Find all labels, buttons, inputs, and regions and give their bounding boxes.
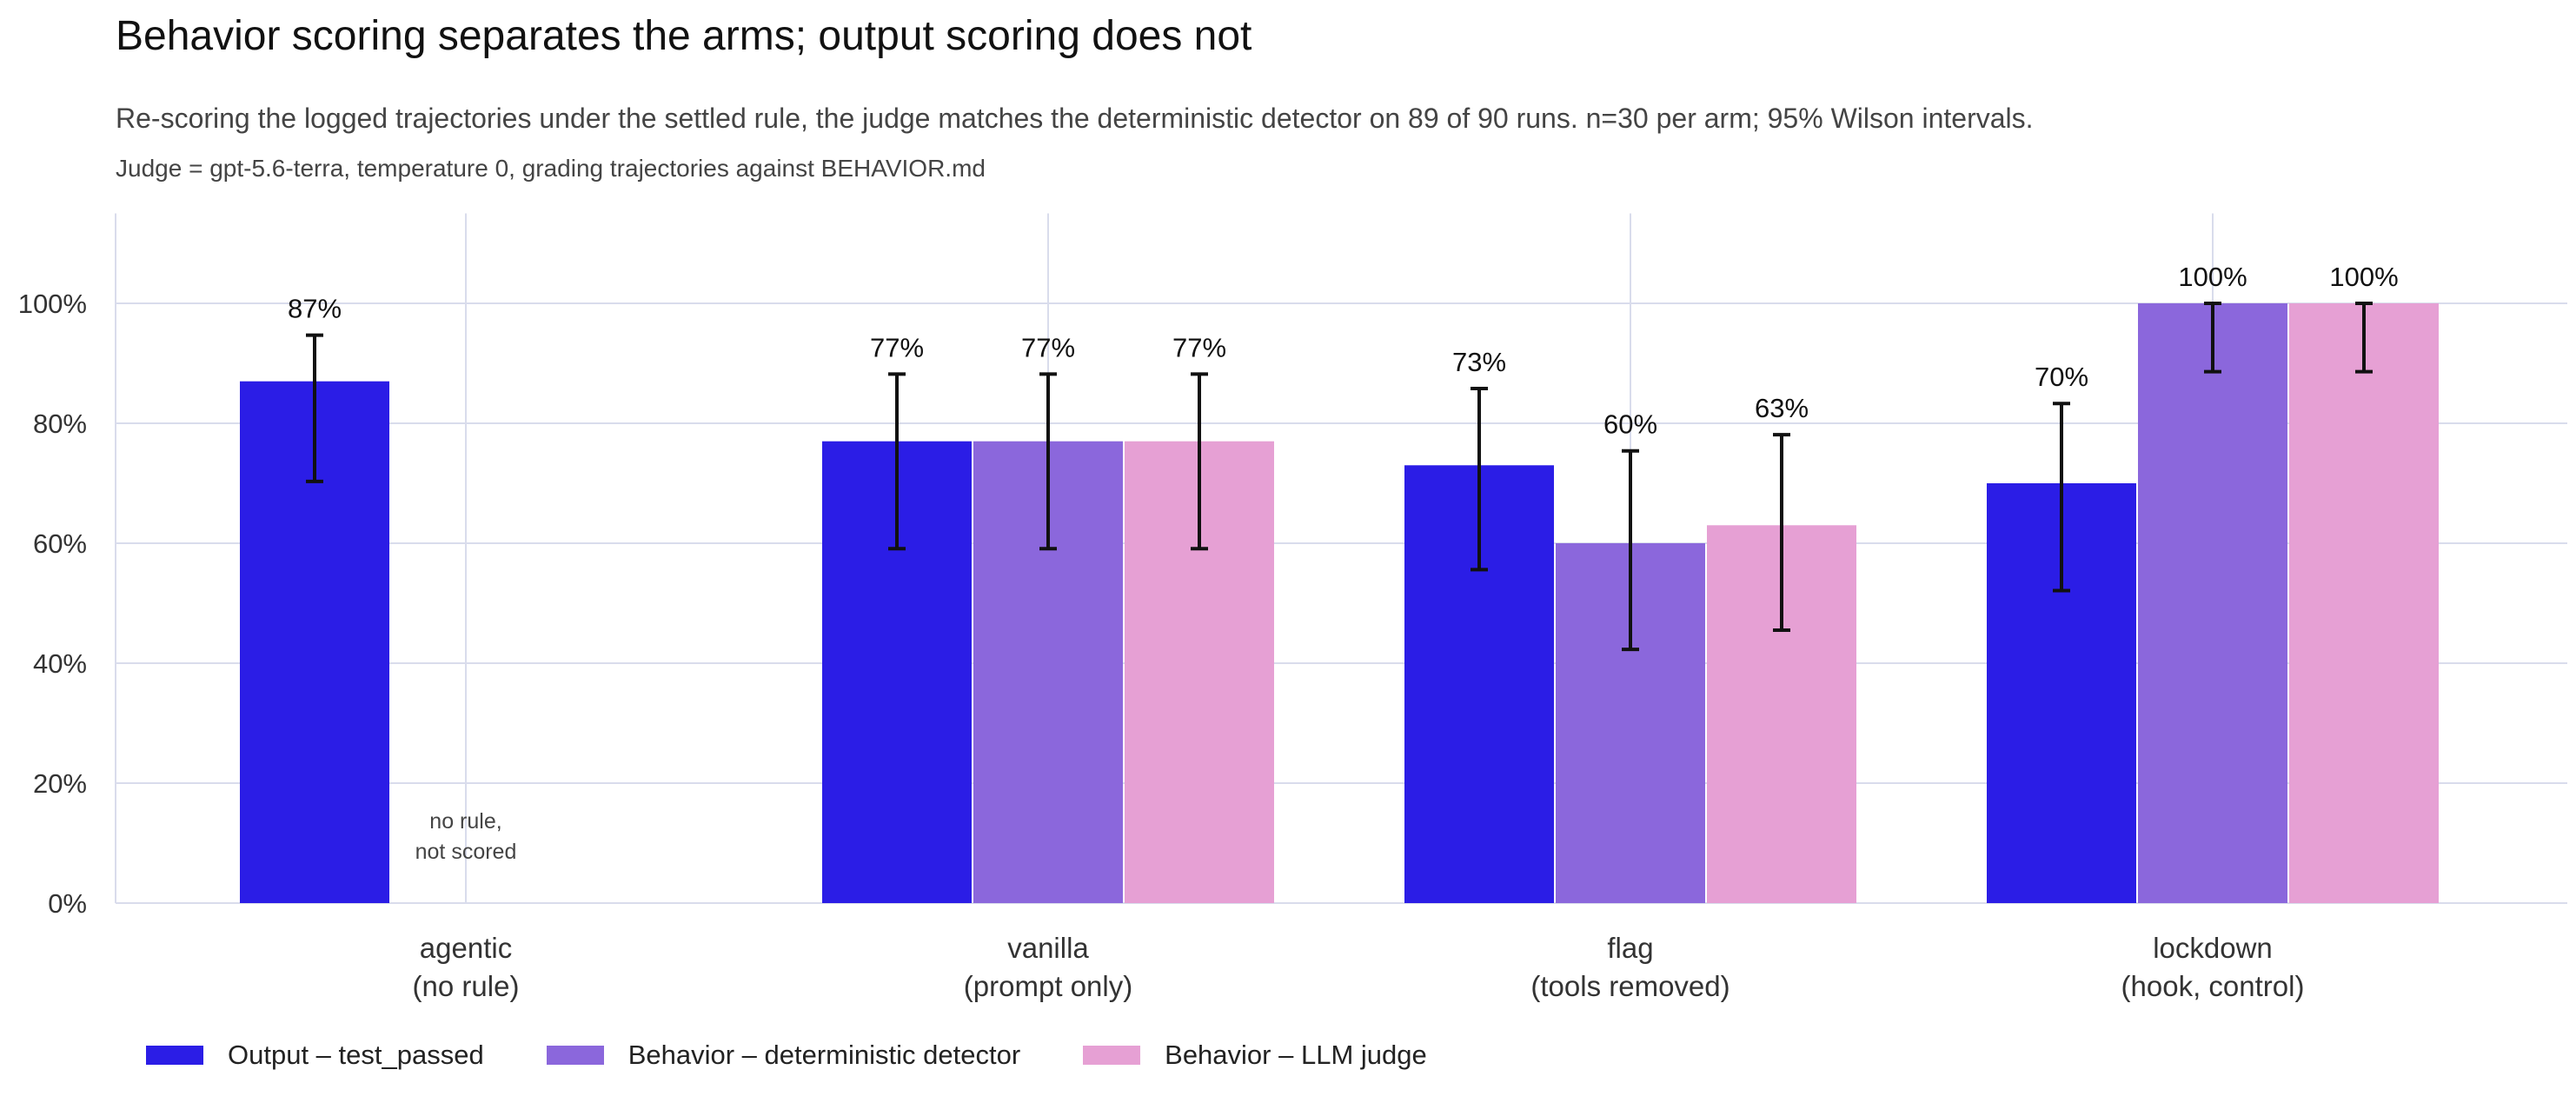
chart-note: Judge = gpt-5.6-terra, temperature 0, gr… — [116, 155, 986, 182]
legend: Output – test_passed Behavior – determin… — [146, 1040, 1490, 1071]
legend-label-output: Output – test_passed — [228, 1040, 484, 1070]
legend-item-judge: Behavior – LLM judge — [1083, 1040, 1427, 1071]
bar — [2289, 303, 2439, 903]
data-label: 63% — [1755, 393, 1809, 423]
data-label: 77% — [870, 332, 924, 362]
y-tick-label: 60% — [33, 528, 87, 559]
bar — [2138, 303, 2287, 903]
legend-swatch-judge — [1083, 1046, 1141, 1065]
legend-item-output: Output – test_passed — [146, 1040, 484, 1071]
chart-subtitle: Re-scoring the logged trajectories under… — [116, 103, 2034, 134]
x-tick-label: vanilla — [1007, 932, 1089, 964]
legend-label-detector: Behavior – deterministic detector — [627, 1040, 1021, 1070]
x-tick-label-sub: (hook, control) — [2121, 970, 2305, 1002]
data-label: 73% — [1452, 347, 1506, 377]
legend-label-judge: Behavior – LLM judge — [1165, 1040, 1427, 1070]
chart-title: Behavior scoring separates the arms; out… — [116, 13, 1252, 59]
y-tick-label: 20% — [33, 768, 87, 799]
x-tick-label: agentic — [420, 932, 512, 964]
x-tick-label-sub: (prompt only) — [964, 970, 1132, 1002]
not-scored-annotation: no rule, — [429, 809, 501, 834]
y-tick-label: 0% — [48, 888, 87, 919]
data-label: 60% — [1603, 409, 1657, 440]
x-tick-label: lockdown — [2153, 932, 2273, 964]
legend-swatch-detector — [546, 1046, 604, 1065]
data-label: 77% — [1172, 332, 1226, 362]
not-scored-annotation-line2: not scored — [415, 840, 517, 864]
legend-swatch-output — [146, 1046, 203, 1065]
data-label: 87% — [288, 294, 342, 324]
y-tick-label: 100% — [18, 289, 87, 319]
legend-item-detector: Behavior – deterministic detector — [546, 1040, 1021, 1071]
x-tick-label: flag — [1607, 932, 1653, 964]
data-label: 77% — [1021, 332, 1075, 362]
y-tick-label: 80% — [33, 409, 87, 439]
y-tick-label: 40% — [33, 648, 87, 679]
data-label: 70% — [2035, 362, 2088, 392]
data-label: 100% — [2329, 262, 2398, 292]
x-tick-label-sub: (no rule) — [413, 970, 520, 1002]
data-label: 100% — [2178, 262, 2247, 292]
x-tick-label-sub: (tools removed) — [1530, 970, 1730, 1002]
